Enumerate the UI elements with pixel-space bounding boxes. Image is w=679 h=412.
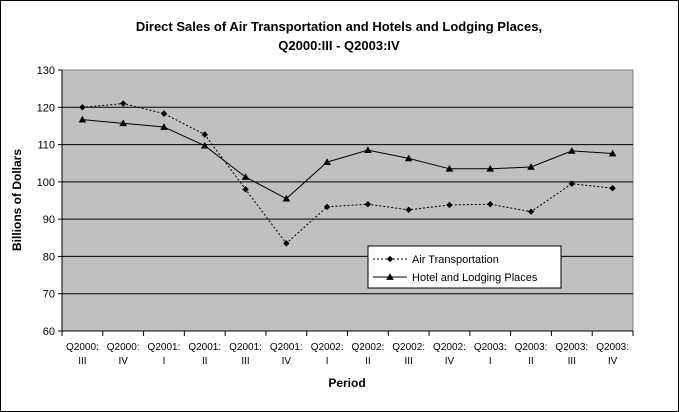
data-point	[486, 165, 495, 172]
x-tick-label: Q2003:	[596, 342, 629, 353]
x-tick-label: Q2002:	[351, 342, 384, 353]
data-point	[445, 165, 454, 172]
data-point	[242, 186, 249, 193]
x-tick-label: Q2001:	[188, 342, 221, 353]
data-point	[79, 104, 86, 111]
y-tick-label: 60	[43, 326, 55, 338]
x-tick-label: II	[365, 356, 371, 367]
data-point	[527, 208, 535, 215]
x-tick-label: Q2003:	[515, 342, 548, 353]
data-point	[487, 201, 494, 208]
chart-title-line1: Direct Sales of Air Transportation and H…	[136, 19, 542, 34]
data-point	[78, 115, 87, 123]
x-tick-label: I	[326, 356, 329, 367]
y-tick-label: 90	[43, 214, 55, 226]
data-point	[119, 119, 127, 127]
x-axis-label: Period	[328, 376, 365, 390]
data-point	[241, 173, 250, 180]
data-point	[160, 110, 168, 117]
data-point	[119, 100, 127, 107]
y-tick-label: 80	[43, 251, 55, 263]
data-point	[283, 240, 290, 247]
x-tick-label: II	[528, 356, 534, 367]
x-tick-label: IV	[282, 356, 292, 367]
x-tick-label: I	[489, 356, 492, 367]
x-tick-label: Q2001:	[270, 342, 303, 353]
data-point	[323, 158, 331, 165]
y-axis-ticks: 60 70 80 90 100 110 120 130	[37, 65, 633, 338]
x-tick-label: Q2002:	[392, 342, 425, 353]
y-tick-label: 130	[37, 65, 55, 77]
y-tick-label: 70	[43, 289, 55, 301]
x-tick-label: II	[202, 356, 208, 367]
y-tick-label: 100	[37, 177, 55, 189]
data-point	[200, 141, 209, 149]
chart-title-line2: Q2000:III - Q2003:IV	[278, 38, 400, 53]
legend: Air Transportation Hotel and Lodging Plac…	[367, 245, 562, 289]
series-0	[79, 100, 616, 247]
data-point	[201, 131, 208, 138]
x-tick-label: Q2002:	[433, 342, 466, 353]
y-axis-label: Billions of Dollars	[10, 149, 24, 251]
x-tick-label: Q2000:	[107, 342, 140, 353]
data-point	[282, 194, 291, 202]
x-tick-label: Q2003:	[474, 342, 507, 353]
data-point	[609, 184, 616, 192]
legend-label: Hotel and Lodging Places	[412, 272, 538, 284]
x-tick-label: IV	[608, 356, 618, 367]
series-line	[82, 119, 613, 200]
x-tick-label: Q2000:	[66, 342, 99, 353]
data-point	[527, 163, 535, 170]
x-tick-label: Q2003:	[555, 342, 588, 353]
data-point	[160, 123, 168, 130]
y-tick-label: 120	[37, 102, 55, 114]
x-tick-label: I	[163, 356, 166, 367]
x-tick-label: IV	[118, 356, 128, 367]
series-1	[78, 115, 617, 202]
x-tick-label: III	[405, 356, 413, 367]
x-tick-label: III	[568, 356, 576, 367]
x-axis-ticks: Q2000:IIIQ2000:IVQ2001:IQ2001:IIQ2001:II…	[61, 331, 634, 367]
x-tick-label: III	[241, 356, 249, 367]
series-layer	[78, 100, 617, 247]
legend-box	[367, 245, 562, 289]
y-tick-label: 110	[37, 140, 55, 152]
x-tick-label: Q2001:	[229, 342, 262, 353]
data-point	[446, 201, 453, 209]
data-point	[323, 203, 331, 211]
x-tick-label: Q2002:	[311, 342, 344, 353]
legend-marker	[386, 273, 394, 280]
data-point	[568, 180, 576, 187]
legend-marker	[386, 255, 394, 263]
x-tick-label: IV	[445, 356, 455, 367]
data-point	[404, 154, 413, 162]
data-point	[405, 206, 412, 214]
legend-label: Air Transportation	[412, 254, 499, 266]
data-point	[364, 201, 372, 208]
data-point	[364, 146, 372, 154]
x-tick-label: III	[78, 356, 86, 367]
x-tick-label: Q2001:	[148, 342, 181, 353]
data-point	[608, 149, 617, 157]
series-line	[82, 103, 613, 245]
data-point	[568, 147, 576, 154]
